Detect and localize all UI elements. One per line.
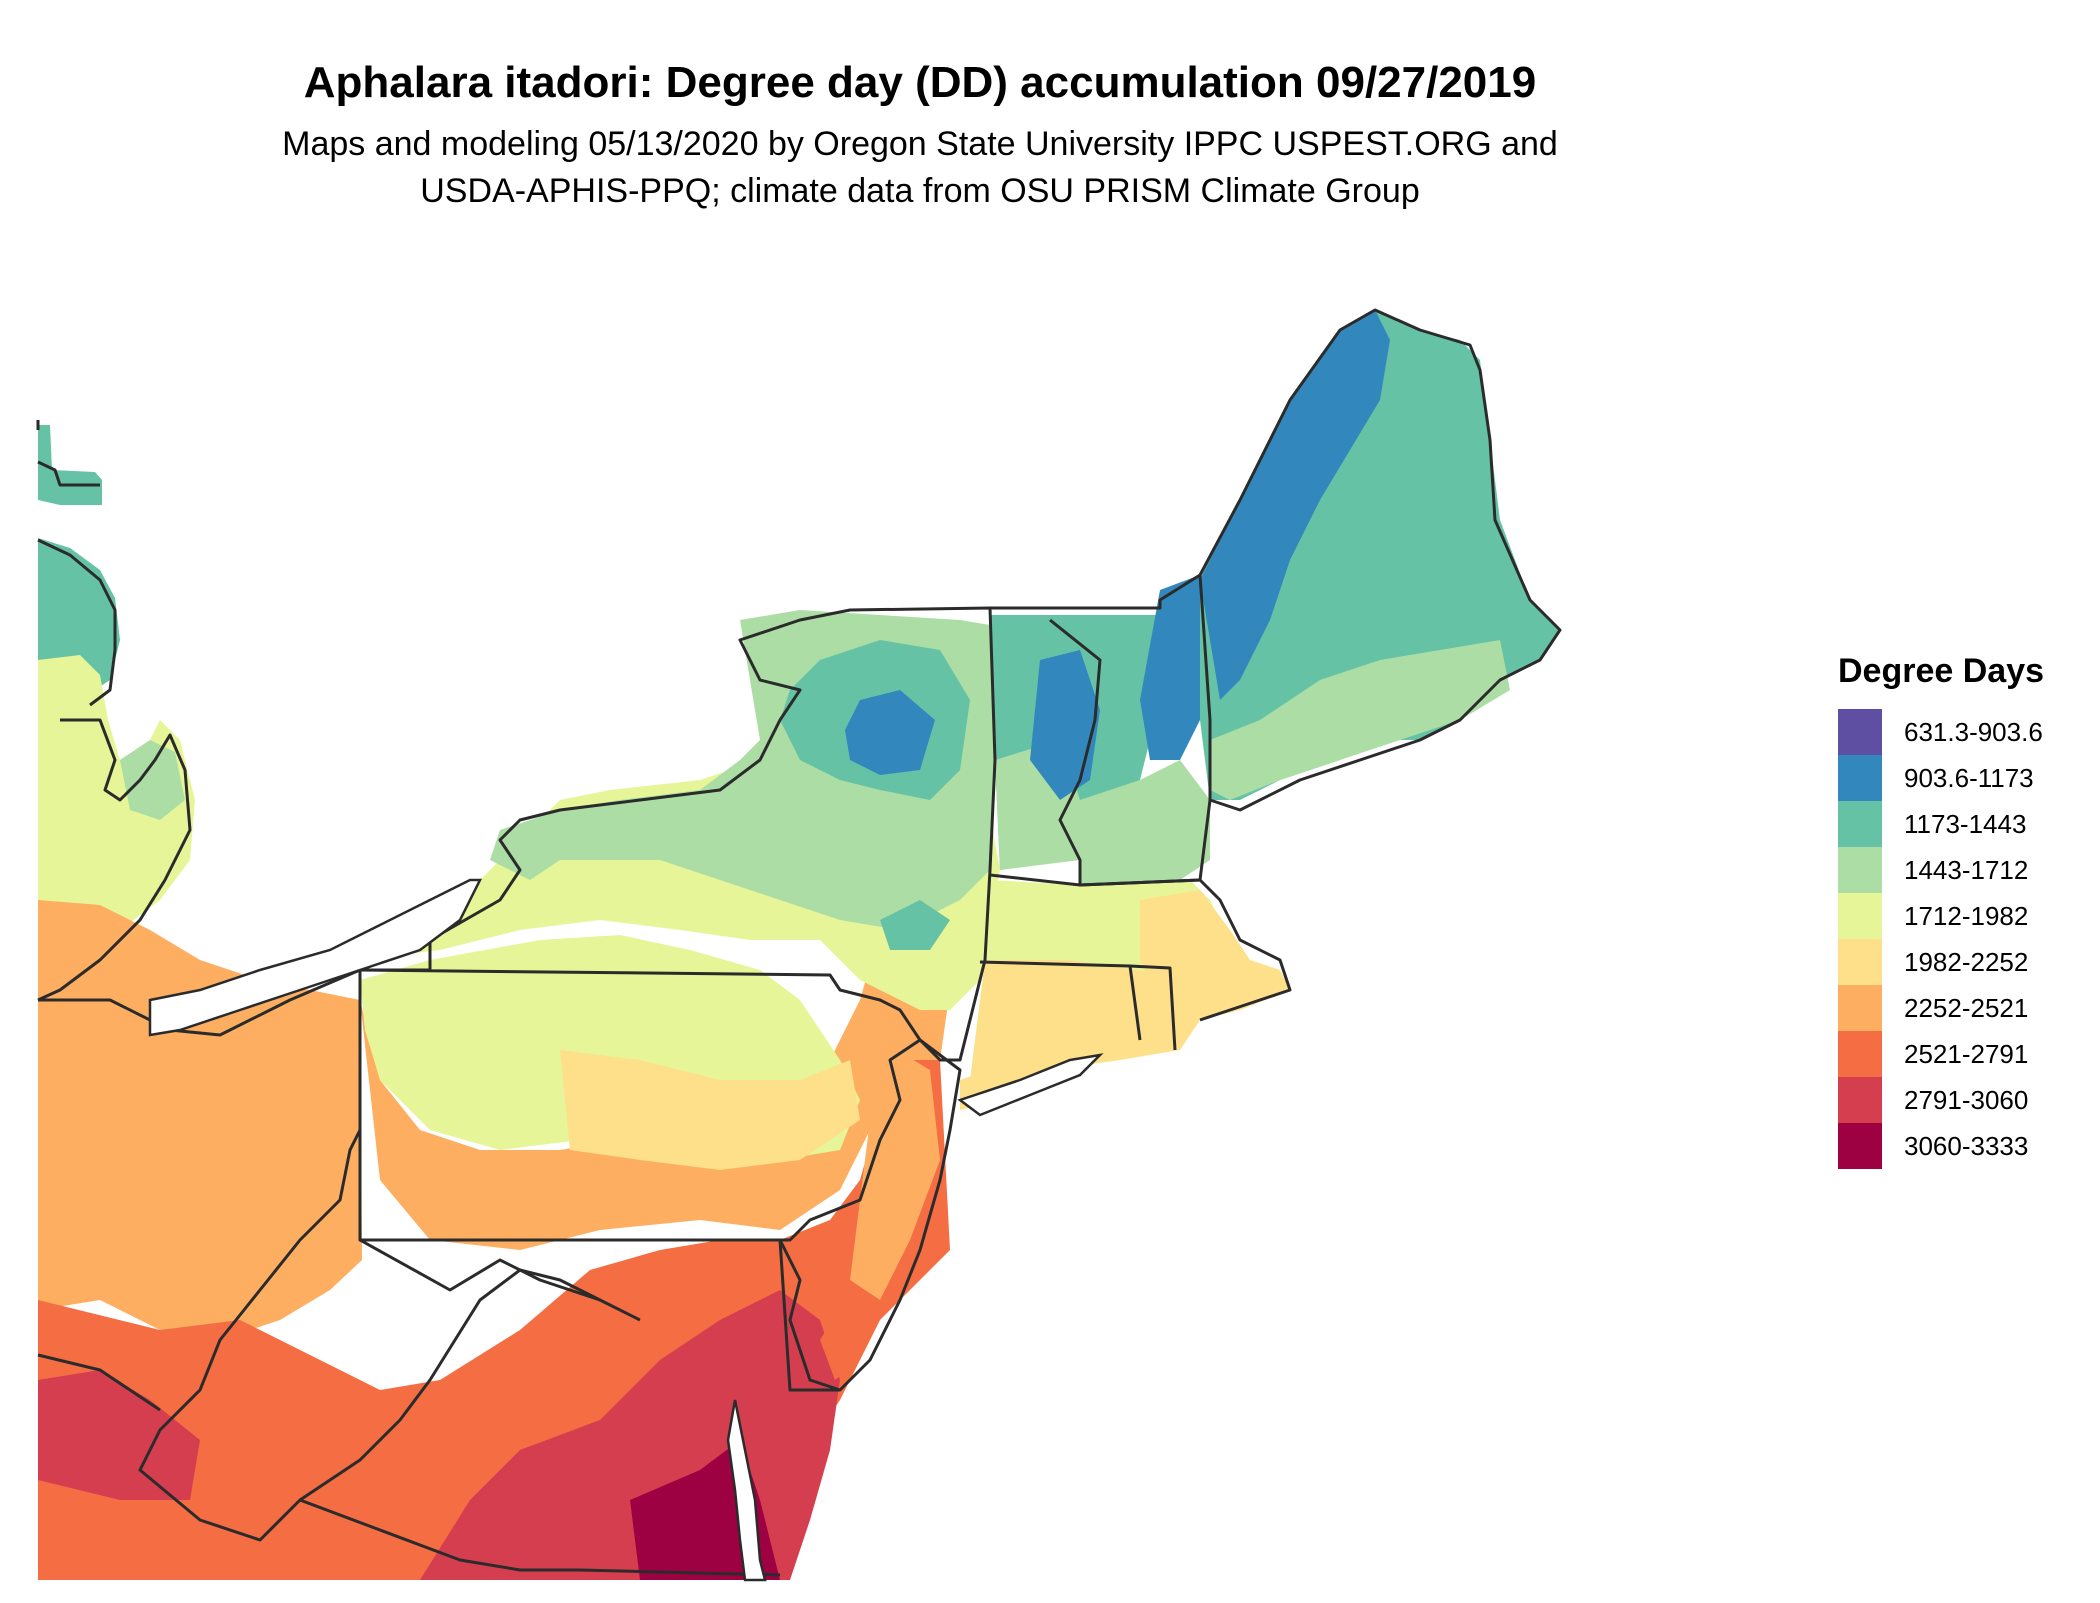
zone-1173-1443-ny-south [880,900,950,950]
map-subtitle-line2: USDA-APHIS-PPQ; climate data from OSU PR… [420,172,1420,210]
zone-2521-2791-nj [820,1290,880,1380]
border-wv [138,1129,601,1542]
legend-item: 631.3-903.6 [1838,709,2044,755]
legend-label: 1712-1982 [1904,900,2029,931]
legend-label: 631.3-903.6 [1904,716,2043,747]
legend-item: 1712-1982 [1838,893,2044,939]
water-bodies [148,878,1104,1582]
legend-item: 2252-2521 [1838,985,2044,1031]
legend-item: 3060-3333 [1838,1123,2044,1169]
legend-item: 1443-1712 [1838,847,2044,893]
map-title: Aphalara itadori: Degree day (DD) accumu… [303,58,1537,107]
legend-swatch [1838,1077,1882,1123]
legend-swatch [1838,985,1882,1031]
legend-label: 2791-3060 [1904,1084,2029,1115]
zone-2791-3060-kentucky [38,1370,200,1500]
legend: Degree Days 631.3-903.6 903.6-1173 1173-14… [1838,652,2044,1169]
legend-swatch [1838,939,1882,985]
border-va-ky [37,1353,781,1577]
border-me [1198,308,1562,812]
zone-2252-2521-pa [360,930,950,1250]
michigan-lower-green [120,740,185,820]
border-mi [37,538,192,1002]
michigan-region [38,425,362,1340]
zone-903-1173-me [1200,310,1390,700]
legend-label: 1173-1443 [1904,808,2027,839]
zone-1443-1712-nh [1080,760,1210,885]
border-pa [358,970,921,1242]
zone-903-1173-ny [845,690,935,775]
zone-903-1173-vt-nh [1030,650,1100,800]
long-island-sound [957,1053,1104,1117]
legend-label: 903.6-1173 [1904,762,2034,793]
legend-item: 1982-2252 [1838,939,2044,985]
border-ct-ri [979,960,1177,1051]
zone-1443-1712-me [1210,640,1510,800]
degree-day-map [36,308,1562,1582]
legend-items: 631.3-903.6 903.6-1173 1173-1443 1443-1712 1… [1838,709,2044,1169]
legend-swatch [1838,801,1882,847]
zone-1982-2252-pa [560,1050,860,1170]
legend-swatch [1838,709,1882,755]
legend-item: 2791-3060 [1838,1077,2044,1123]
legend-item: 2521-2791 [1838,1031,2044,1077]
ohio-orange [38,900,362,1340]
legend-swatch [1838,847,1882,893]
legend-item: 903.6-1173 [1838,755,2044,801]
zone-2252-2521-nj [850,1040,940,1300]
lake-erie [148,878,483,1037]
legend-swatch [1838,755,1882,801]
legend-swatch [1838,1031,1882,1077]
legend-label: 2252-2521 [1904,992,2029,1023]
map-subtitle-line1: Maps and modeling 05/13/2020 by Oregon S… [282,125,1558,163]
legend-swatch [1838,893,1882,939]
zone-903-1173-nh [1140,575,1210,760]
border-nj [778,1038,962,1392]
legend-label: 1982-2252 [1904,946,2029,977]
border-ma [989,873,1292,1022]
legend-item: 1173-1443 [1838,801,2044,847]
legend-label: 3060-3333 [1904,1130,2029,1161]
border-oh [38,968,361,1037]
border-up [36,420,100,487]
legend-swatch [1838,1123,1882,1169]
legend-label: 1443-1712 [1904,854,2029,885]
legend-title: Degree Days [1838,652,2045,690]
state-boundaries [36,308,1562,1577]
chesapeake-bay [726,1399,767,1582]
border-ny [358,606,997,1062]
legend-label: 2521-2791 [1904,1038,2029,1069]
zone-1982-2252-ct [970,960,1200,1090]
